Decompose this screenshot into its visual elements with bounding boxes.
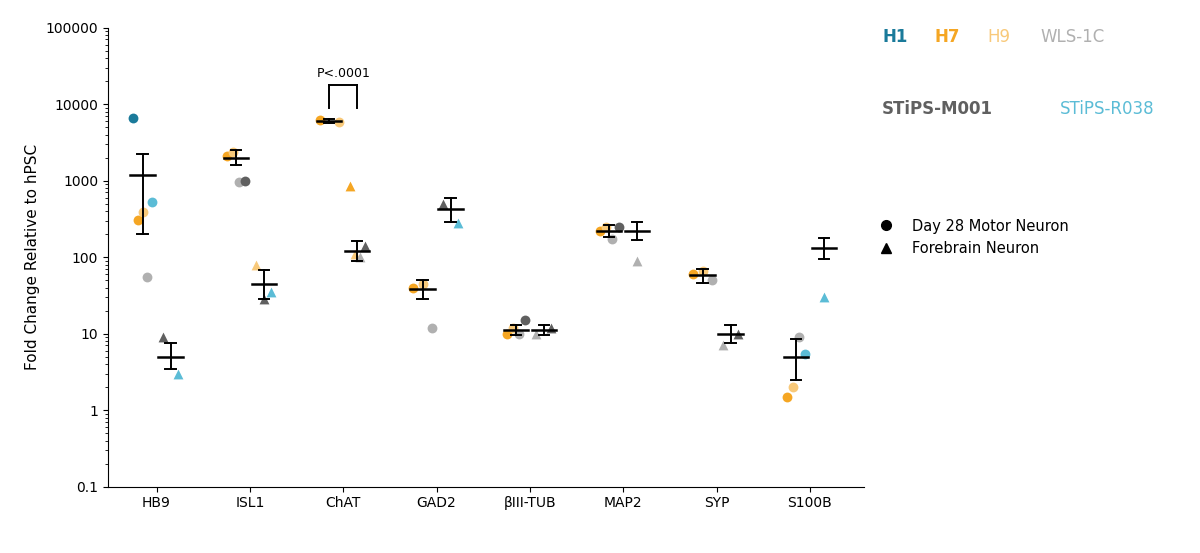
Text: STiPS-M001: STiPS-M001 <box>882 100 994 118</box>
Point <box>784 383 803 392</box>
Y-axis label: Fold Change Relative to hPSC: Fold Change Relative to hPSC <box>25 144 40 370</box>
Point <box>590 227 610 236</box>
Text: WLS-1C: WLS-1C <box>1040 28 1105 46</box>
Point <box>403 283 422 292</box>
Point <box>692 267 712 276</box>
Point <box>728 329 748 338</box>
Point <box>596 222 616 231</box>
Point <box>128 215 148 224</box>
Point <box>138 273 157 281</box>
Point <box>154 333 173 342</box>
Point <box>449 218 468 227</box>
Point <box>714 341 733 350</box>
Point <box>776 392 796 401</box>
Point <box>254 295 274 304</box>
Point <box>790 333 809 342</box>
Point <box>509 329 528 338</box>
Point <box>350 253 370 262</box>
Point <box>433 199 452 208</box>
Point <box>340 181 359 190</box>
Point <box>124 114 143 123</box>
Point <box>262 288 281 296</box>
Point <box>684 270 703 279</box>
Point <box>235 177 254 186</box>
Point <box>229 178 248 187</box>
Point <box>247 260 266 269</box>
Text: H9: H9 <box>988 28 1010 46</box>
Point <box>133 207 152 216</box>
Point <box>311 116 330 124</box>
Point <box>815 293 834 301</box>
Point <box>527 329 546 338</box>
Point <box>702 276 721 285</box>
Point <box>608 222 628 231</box>
Point <box>355 242 374 251</box>
Point <box>503 323 522 332</box>
Point <box>497 329 516 338</box>
Point <box>628 256 647 265</box>
Point <box>413 279 432 288</box>
Point <box>541 323 560 332</box>
Legend: Day 28 Motor Neuron, Forebrain Neuron: Day 28 Motor Neuron, Forebrain Neuron <box>871 218 1069 256</box>
Point <box>796 349 815 358</box>
Text: STiPS-R038: STiPS-R038 <box>1060 100 1154 118</box>
Point <box>422 323 442 332</box>
Text: H7: H7 <box>935 28 960 46</box>
Text: P<.0001: P<.0001 <box>317 67 370 80</box>
Point <box>602 234 622 243</box>
Point <box>168 369 187 378</box>
Point <box>223 147 242 156</box>
Point <box>329 118 348 127</box>
Point <box>346 249 365 258</box>
Point <box>143 197 162 206</box>
Point <box>217 152 236 160</box>
Point <box>516 316 535 325</box>
Text: H1: H1 <box>882 28 907 46</box>
